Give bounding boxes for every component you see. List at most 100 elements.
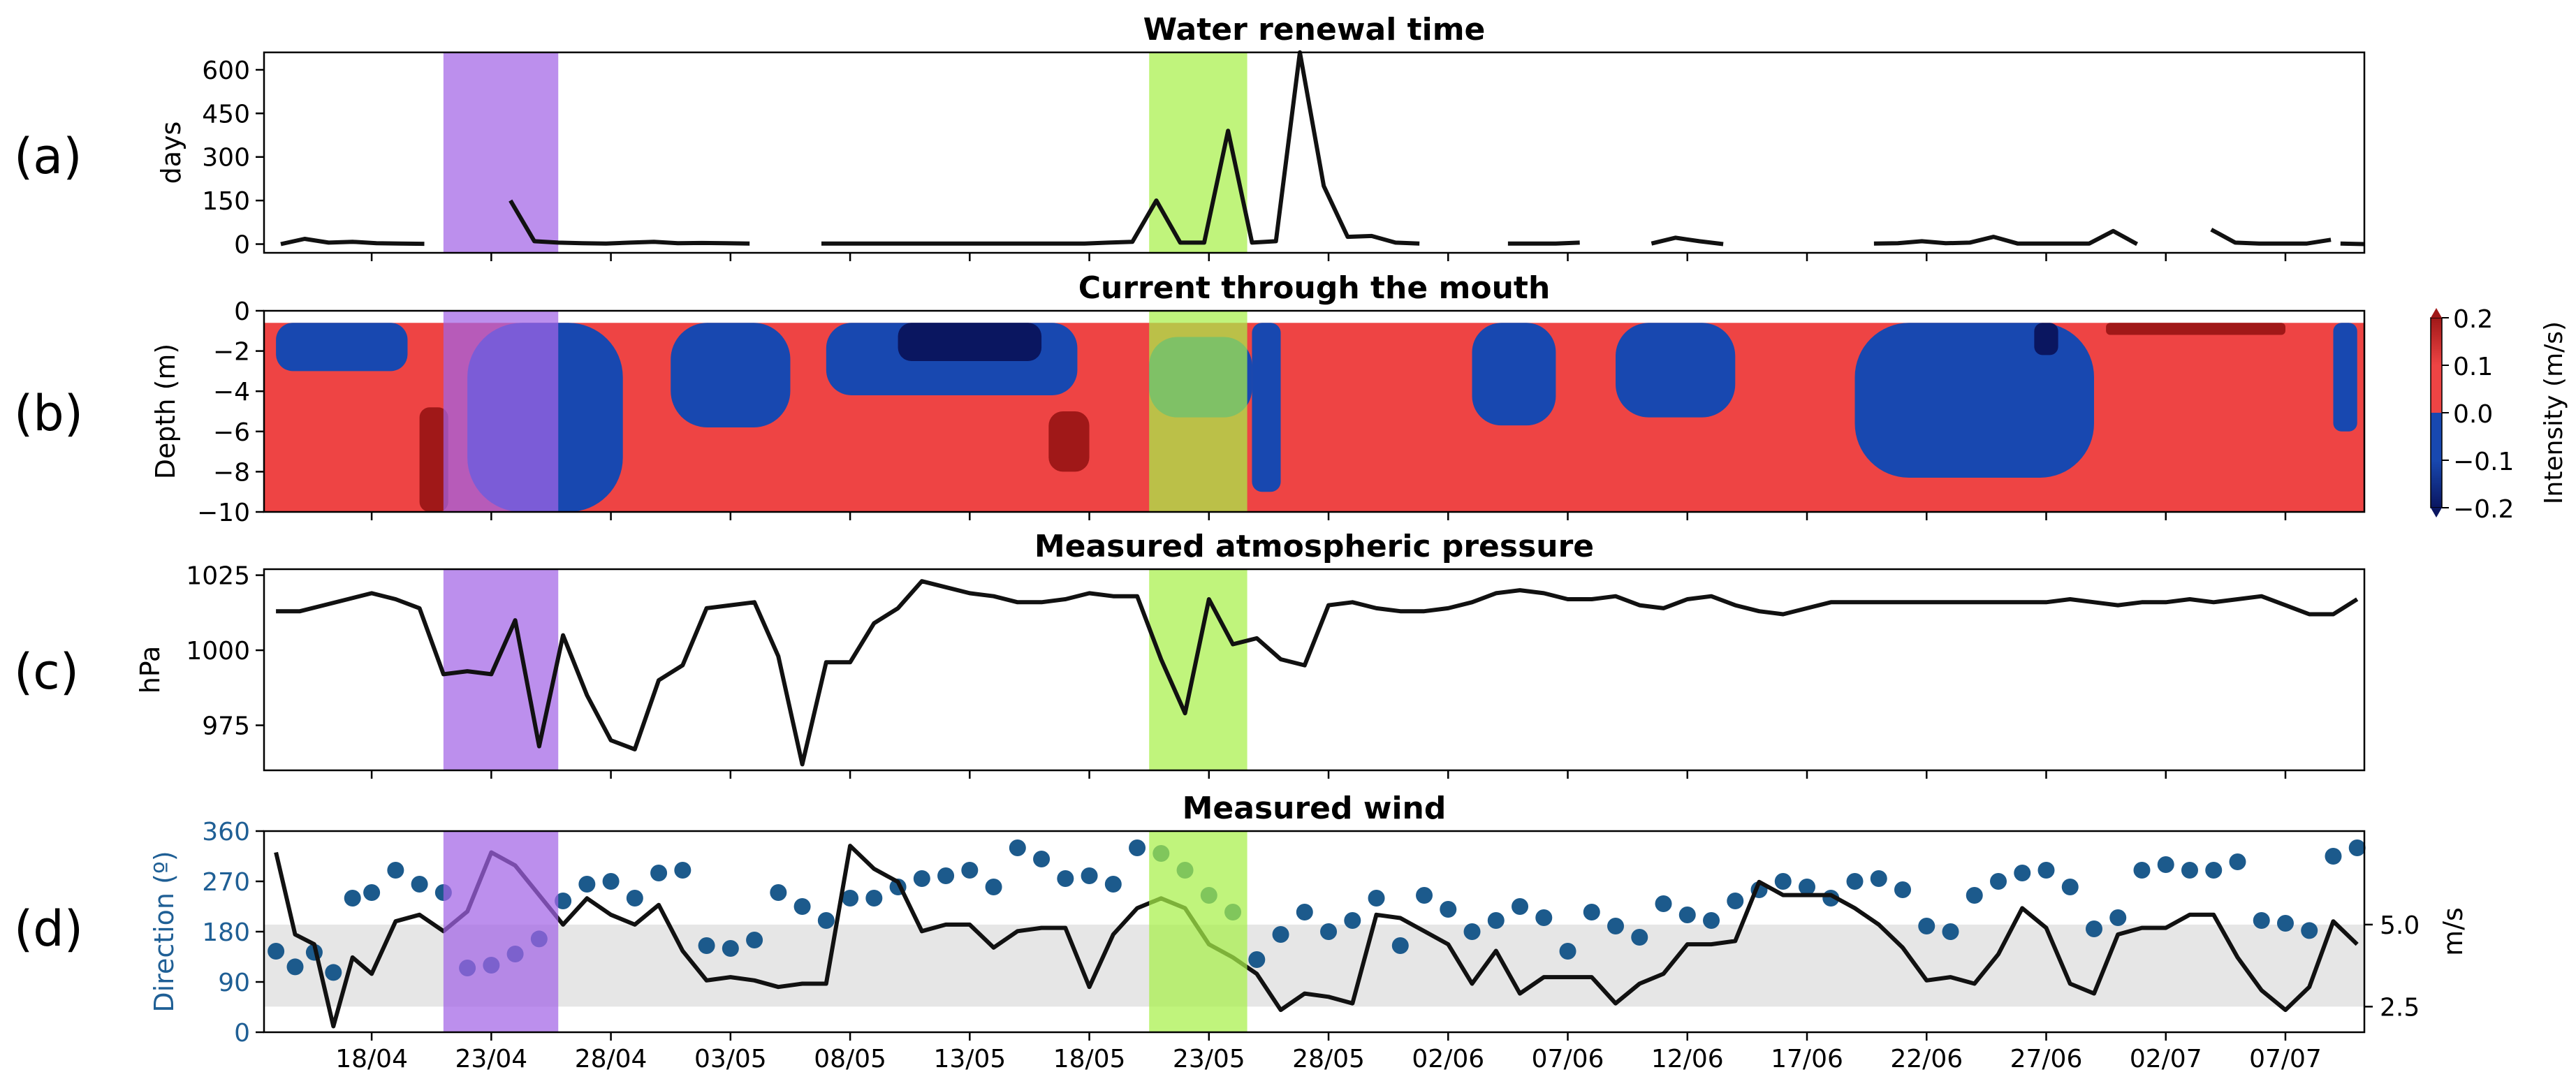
wind-direction-point	[1487, 912, 1505, 929]
wind-direction-point	[2276, 915, 2294, 932]
y-axis-label: days	[156, 122, 186, 184]
y-tick-label: 1000	[186, 637, 250, 666]
wind-direction-point	[985, 879, 1002, 895]
wind-direction-point	[937, 867, 955, 884]
wind-direction-point	[1416, 887, 1433, 904]
y-tick-label: 0	[234, 298, 250, 326]
wind-direction-point	[1248, 951, 1266, 968]
current-region-negative	[671, 323, 791, 428]
wind-direction-point	[1440, 901, 1457, 918]
wind-direction-point	[411, 876, 428, 893]
current-region-negative_strong	[2034, 323, 2058, 355]
panel-pressure: 975 1000 1025 Measured atmospheric pressure…	[135, 529, 2366, 779]
chart-title: Current through the mouth	[1078, 270, 1551, 306]
y-tick-label: 300	[202, 144, 250, 173]
wind-direction-point	[2348, 839, 2366, 856]
panel-label-a: (a)	[14, 128, 82, 185]
x-tick-label: 28/04	[575, 1045, 647, 1073]
wind-direction-point	[2037, 862, 2055, 879]
chart-title: Measured wind	[1183, 791, 1447, 826]
wind-direction-point	[1559, 943, 1576, 960]
wind-direction-point	[2133, 862, 2151, 879]
y-tick-label-speed: 2.5	[2380, 993, 2420, 1022]
wind-direction-point	[2157, 856, 2174, 873]
wind-direction-point	[1344, 912, 1361, 929]
wind-direction-point	[626, 890, 643, 907]
y-axis-label: Depth (m)	[150, 344, 181, 480]
current-region-negative	[1252, 323, 1281, 492]
x-tick-label: 12/06	[1651, 1045, 1724, 1073]
current-region-positive_strong	[419, 407, 448, 512]
wind-direction-point	[865, 890, 883, 907]
wind-direction-point	[1104, 876, 1122, 893]
wind-direction-point	[1846, 873, 1864, 890]
y-tick-label: 0	[234, 231, 250, 260]
colorbar-bar	[2430, 317, 2443, 508]
axes-frame	[263, 51, 2366, 254]
x-tick-label: 18/04	[335, 1045, 408, 1073]
wind-direction-point	[842, 890, 859, 907]
y-tick-label-direction: 90	[218, 969, 250, 997]
x-tick-label: 23/05	[1173, 1045, 1245, 1073]
wind-direction-point	[1655, 895, 1672, 912]
highlight-band-green	[1149, 311, 1247, 512]
wind-direction-point	[1009, 839, 1026, 856]
wind-direction-point	[1368, 890, 1385, 907]
wind-direction-point	[1703, 912, 1720, 929]
wind-direction-point	[961, 862, 979, 879]
renewal-time-line	[821, 50, 1420, 246]
y-axis-label: Direction (º)	[149, 851, 180, 1012]
wind-direction-point	[698, 937, 715, 954]
wind-direction-point	[578, 876, 596, 893]
panel-label-c: (c)	[14, 643, 79, 700]
y-tick-label-direction: 0	[234, 1019, 250, 1048]
x-tick-label: 02/06	[1412, 1045, 1484, 1073]
wind-direction-point	[2325, 848, 2342, 865]
wind-direction-point	[674, 862, 691, 879]
renewal-time-line	[1651, 235, 1724, 247]
x-tick-label: 17/06	[1771, 1045, 1843, 1073]
colorbar-tick-label: −0.2	[2453, 495, 2514, 524]
wind-direction-point	[555, 893, 572, 909]
wind-direction-point	[2253, 912, 2270, 929]
colorbar-tick-label: −0.1	[2453, 448, 2514, 476]
colorbar: 0.2 0.1 0.0 −0.1 −0.2 Intensity (m/s)	[2430, 305, 2568, 524]
wind-direction-point	[1799, 879, 1816, 895]
wind-direction-point	[2085, 920, 2102, 937]
wind-direction-point	[268, 943, 285, 960]
current-region-negative	[2333, 323, 2357, 432]
x-tick-label: 07/06	[1532, 1045, 1604, 1073]
x-tick-label: 08/05	[814, 1045, 886, 1073]
wind-direction-point	[793, 898, 811, 915]
y-tick-label: 1025	[186, 562, 250, 591]
wind-direction-point	[2301, 922, 2318, 939]
wind-direction-point	[2014, 865, 2031, 881]
panel-wind: 18/04 23/04 28/04 03/05 08/05 13/05 18/05 23/05…	[149, 791, 2468, 1073]
y-tick-label: −8	[213, 458, 250, 487]
y-tick-label: −2	[213, 338, 250, 367]
y-axis-label: hPa	[135, 646, 166, 694]
wind-direction-point	[2109, 909, 2127, 926]
y-tick-label-speed: 5.0	[2380, 911, 2420, 940]
x-tick-label: 02/07	[2130, 1045, 2202, 1073]
x-tick-label: 22/06	[1890, 1045, 1963, 1073]
panel-current: 0 −2 −4 −6 −8 −10 Current through the mouth Dep…	[150, 270, 2366, 527]
wind-direction-point	[1535, 909, 1553, 926]
wind-direction-point	[1990, 873, 2007, 890]
wind-direction-point	[1463, 923, 1481, 940]
wind-direction-point	[746, 932, 763, 948]
wind-direction-point	[363, 884, 381, 901]
wind-direction-point	[325, 964, 342, 981]
y-axis-label-right: m/s	[2438, 907, 2468, 956]
wind-direction-point	[770, 884, 787, 901]
x-tick-label: 13/05	[933, 1045, 1006, 1073]
y-tick-label: 975	[202, 712, 250, 741]
renewal-time-line	[1873, 228, 2139, 247]
x-tick-label: 07/07	[2249, 1045, 2322, 1073]
x-tick-label: 28/05	[1292, 1045, 1365, 1073]
wind-direction-point	[1296, 904, 1313, 920]
wind-direction-point	[2061, 879, 2079, 895]
y-tick-label: 150	[202, 187, 250, 216]
wind-direction-point	[817, 912, 835, 929]
